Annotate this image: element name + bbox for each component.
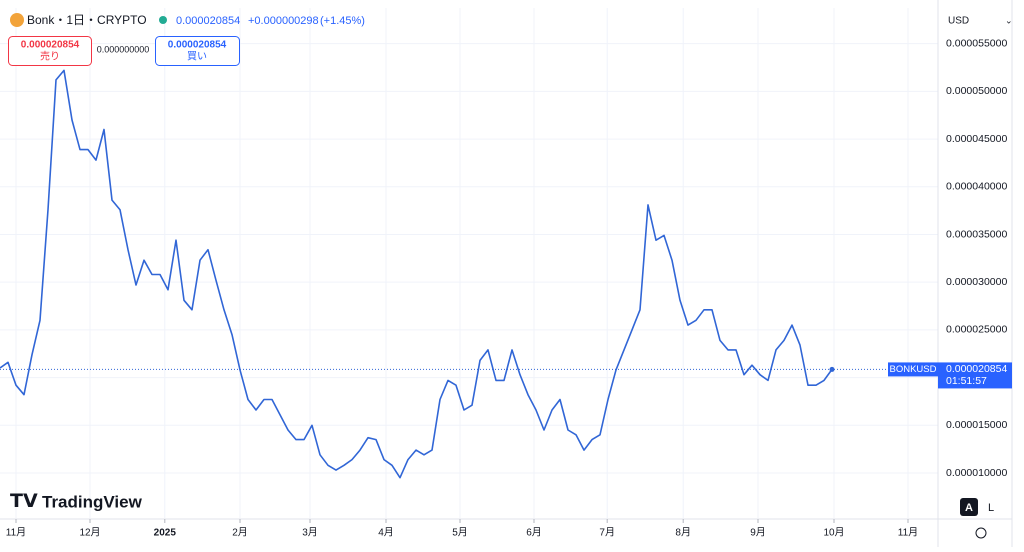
price-label-bg [938,362,1012,389]
y-tick-label: 0.000030000 [946,276,1007,288]
x-tick-label: 7月 [599,527,615,539]
y-tick-label: 0.000025000 [946,324,1007,336]
y-tick-label: 0.000035000 [946,228,1007,240]
last-price: 0.000020854 [176,15,240,27]
symbol: Bonk・1日・CRYPTO [27,13,147,27]
y-tick-label: 0.000050000 [946,85,1007,97]
auto-scale-button[interactable] [960,498,978,516]
buy-price[interactable]: 0.000020854 [168,40,227,51]
auto-scale-label[interactable]: A [965,502,973,514]
y-tick-label: 0.000040000 [946,181,1007,193]
countdown: 01:51:57 [946,375,987,387]
symbol-logo [10,13,24,27]
price-label: 0.000020854 [946,363,1007,375]
y-tick-label: 0.000010000 [946,467,1007,479]
y-tick-label: 0.000045000 [946,133,1007,145]
brand: TradingView [42,492,143,511]
y-tick-label: 0.000055000 [946,37,1007,49]
buy-label[interactable]: 買い [187,51,207,63]
x-tick-label: 11月 [898,527,918,539]
brand-logo: 𝗧𝗩 [10,491,38,512]
change: +0.000000298 [248,15,319,27]
x-tick-label: 11月 [6,527,26,539]
y-tick-label: 0.000015000 [946,419,1007,431]
x-tick-label: 9月 [750,527,766,539]
symbol-label: BONKUSD [890,364,937,375]
log-scale-label[interactable]: L [988,502,994,514]
sell-button[interactable] [8,36,92,66]
x-tick-label: 2025 [154,528,177,539]
currency[interactable]: USD [948,16,969,27]
symbol-label-bg [888,362,938,377]
x-tick-label: 4月 [378,527,394,539]
x-tick-label: 10月 [823,527,844,539]
last-point [829,366,835,372]
market-status [159,16,167,24]
currency-chevron[interactable]: ⌄ [1005,15,1013,25]
x-tick-label: 6月 [526,527,542,539]
x-tick-label: 2月 [232,527,248,539]
x-tick-label: 12月 [79,527,100,539]
buy-button[interactable] [155,36,240,66]
change-percent: (+1.45%) [320,15,365,27]
sell-price[interactable]: 0.000020854 [21,40,80,51]
settings-icon[interactable] [975,527,987,539]
sell-label[interactable]: 売り [40,50,60,63]
x-tick-label: 3月 [302,527,318,539]
price-line [0,69,833,479]
x-tick-label: 5月 [452,527,468,539]
x-tick-label: 8月 [675,527,691,539]
spread: 0.000000000 [97,44,150,54]
